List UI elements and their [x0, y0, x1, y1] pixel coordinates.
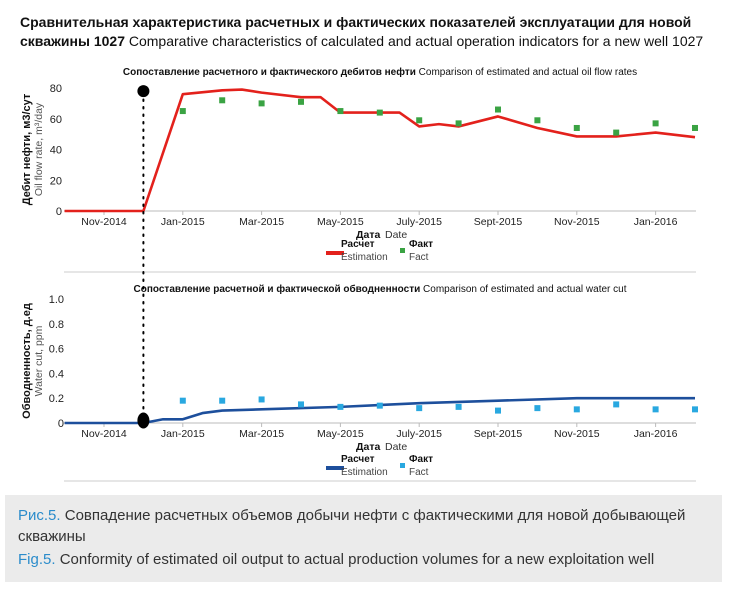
oil-fact-point	[534, 117, 541, 124]
oil-chart-title-en: Comparison of estimated and actual oil f…	[419, 67, 637, 78]
oil-x-tick-label: Nov-2014	[81, 216, 127, 228]
oil-x-tick-label: Jan-2015	[161, 216, 205, 228]
oil-y-tick-label: 80	[50, 83, 62, 95]
oil-x-label-ru: Дата	[356, 229, 380, 241]
oil-x-tick-label: Jan-2016	[634, 216, 678, 228]
water-fact-point	[652, 406, 659, 413]
oil-y-tick-label: 60	[50, 114, 62, 126]
oil-fact-point	[337, 108, 344, 115]
water-x-tick-label: Nov-2014	[81, 428, 127, 440]
oil-y-tick-label: 20	[50, 175, 62, 187]
caption-ru-label: Рис.5.	[18, 507, 61, 524]
water-legend-estimation-ru: Расчет	[341, 454, 375, 465]
water-fact-point	[613, 401, 620, 408]
oil-fact-point	[613, 129, 620, 136]
water-x-tick-label: Sept-2015	[474, 428, 523, 440]
oil-legend-fact-swatch	[400, 248, 405, 253]
caption-en-label: Fig.5.	[18, 551, 56, 568]
figure-title: Сравнительная характеристика расчетных и…	[20, 13, 720, 51]
water-x-tick-label: Mar-2015	[239, 428, 284, 440]
water-legend-estimation-swatch	[326, 466, 344, 470]
caption-en-text: Conformity of estimated oil output to ac…	[59, 551, 655, 568]
water-chart-title-ru: Сопоставление расчетной и фактической об…	[134, 283, 424, 295]
oil-x-tick-label: Sept-2015	[474, 216, 523, 228]
water-estimation-line	[64, 396, 695, 425]
water-x-tick-label: July-2015	[396, 428, 442, 440]
water-x-tick-label: Jan-2016	[634, 428, 678, 440]
water-x-tick-label: May-2015	[317, 428, 364, 440]
oil-fact-point	[455, 120, 462, 127]
figure-title-ru: Сравнительная характеристика расчетных и…	[20, 14, 692, 49]
water-x-label-ru: Дата	[356, 441, 380, 453]
oil-legend-estimation-ru: Расчет	[341, 239, 375, 250]
figure-caption: Рис.5. Совпадение расчетных объемов добы…	[5, 495, 722, 582]
oil-legend-fact-en: Fact	[409, 252, 429, 263]
oil-fact-point	[179, 108, 186, 115]
water-y-tick-label: 0.4	[49, 368, 64, 380]
oil-fact-point	[416, 117, 423, 124]
oil-x-tick-label: Nov-2015	[554, 216, 600, 228]
oil-legend-fact-ru: Факт	[409, 239, 433, 250]
water-y-tick-label: 0.2	[49, 393, 64, 405]
water-start-marker	[137, 412, 150, 429]
water-fact-point	[179, 397, 186, 404]
water-x-tick-label: Nov-2015	[554, 428, 600, 440]
water-fact-point	[337, 403, 344, 410]
water-x-label-en: Date	[385, 441, 407, 453]
water-chart-title: Сопоставление расчетной и фактической об…	[134, 283, 627, 295]
oil-estimation-line	[64, 88, 696, 213]
oil-fact-point	[219, 97, 226, 104]
water-fact-point	[573, 406, 580, 413]
oil-chart-title: Сопоставление расчетного и фактического …	[123, 66, 637, 78]
water-y-tick-label: 1.0	[49, 294, 64, 306]
water-fact-point	[534, 405, 541, 412]
water-fact-point	[298, 401, 304, 408]
water-legend-estimation-en: Estimation	[341, 467, 388, 478]
oil-legend-estimation-swatch	[326, 251, 344, 255]
oil-chart-title-ru: Сопоставление расчетного и фактического …	[123, 66, 419, 78]
oil-legend-estimation-en: Estimation	[341, 252, 388, 263]
oil-x-tick-label: Mar-2015	[239, 216, 284, 228]
oil-y-label-en: Oil flow rate, m³/day	[33, 102, 45, 196]
oil-fact-point	[376, 109, 383, 116]
water-fact-point	[416, 405, 423, 412]
water-fact-point	[692, 406, 698, 413]
water-y-tick-label: 0.6	[49, 344, 64, 356]
caption-en: Fig.5. Conformity of estimated oil outpu…	[18, 549, 708, 570]
oil-fact-point	[298, 98, 304, 105]
oil-y-tick-label: 0	[56, 206, 62, 218]
water-legend-fact-en: Fact	[409, 467, 429, 478]
oil-fact-point	[495, 106, 501, 113]
caption-ru-text: Совпадение расчетных объемов добычи нефт…	[18, 507, 686, 545]
water-fact-point	[495, 407, 501, 414]
water-y-label-ru: Обводненность, д.ед	[21, 303, 33, 419]
oil-x-tick-label: July-2015	[396, 216, 442, 228]
water-y-tick-label: 0	[58, 418, 64, 430]
oil-fact-point	[652, 120, 659, 127]
oil-y-tick-label: 40	[50, 145, 62, 157]
water-fact-point	[455, 403, 462, 410]
oil-fact-point	[573, 124, 580, 131]
oil-fact-point	[258, 100, 265, 107]
oil-fact-point	[692, 124, 698, 131]
water-legend-fact-swatch	[400, 463, 405, 468]
water-y-label-en: Water cut, ppm	[33, 325, 45, 396]
oil-x-tick-label: May-2015	[317, 216, 364, 228]
water-x-tick-label: Jan-2015	[161, 428, 205, 440]
water-chart-title-en: Comparison of estimated and actual water…	[423, 284, 627, 295]
water-fact-point	[376, 402, 383, 409]
water-y-tick-label: 0.8	[49, 319, 64, 331]
water-legend-fact-ru: Факт	[409, 454, 433, 465]
charts-canvas: Сопоставление расчетного и фактического …	[21, 66, 698, 482]
figure-title-en: Comparative characteristics of calculate…	[128, 33, 704, 49]
oil-y-label-ru: Дебит нефти, м3/сут	[21, 93, 33, 205]
caption-ru: Рис.5. Совпадение расчетных объемов добы…	[18, 505, 708, 547]
water-fact-point	[258, 396, 265, 403]
water-fact-point	[219, 397, 226, 404]
oil-x-label-en: Date	[385, 229, 407, 241]
